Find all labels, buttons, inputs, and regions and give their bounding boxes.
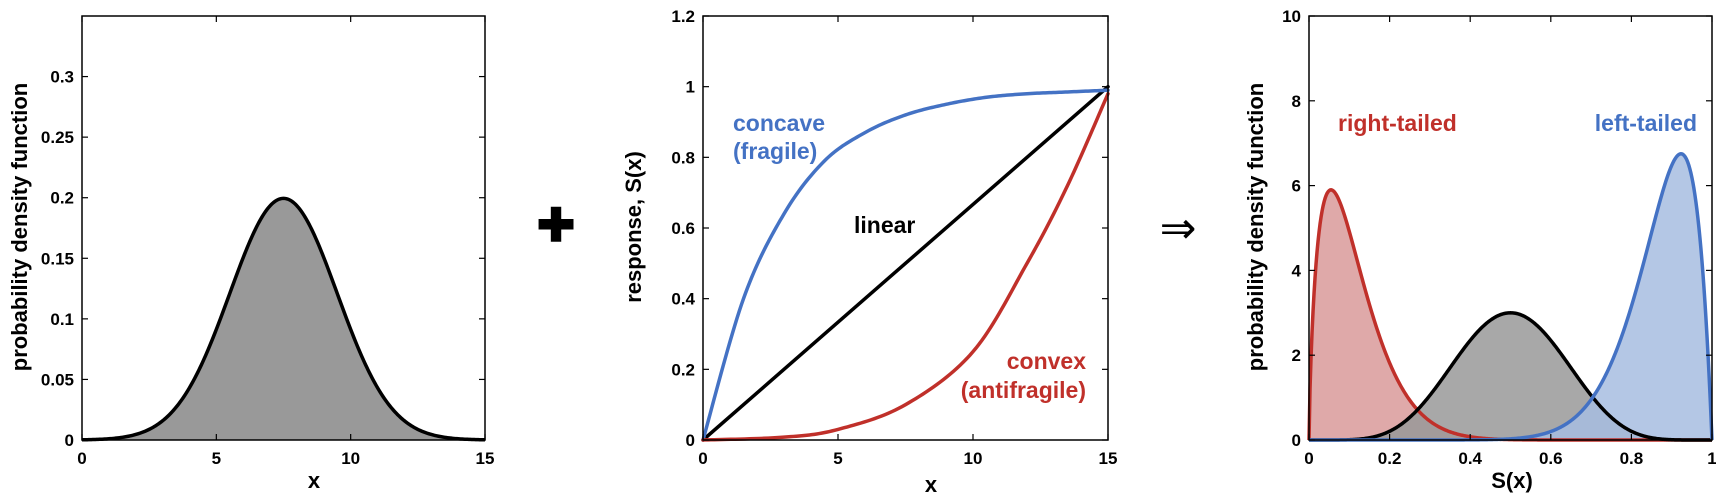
y-tick-label: 0.1 [50, 310, 74, 329]
response-curve-convex [701, 91, 1110, 442]
x-tick-label: 0 [698, 449, 707, 468]
y-tick-label: 0.3 [50, 68, 74, 87]
p2-y-axis-label: response, S(x) [621, 151, 646, 303]
x-tick-label: 10 [964, 449, 983, 468]
x-tick-label: 0.6 [1539, 449, 1563, 468]
plus-symbol: ✚ [537, 199, 576, 251]
x-tick-label: 10 [341, 449, 360, 468]
p3-density-area-symmetric [1309, 312, 1712, 440]
p3-y-axis-label: probability density function [1243, 83, 1268, 371]
p3-x-axis-label: S(x) [1491, 468, 1533, 493]
panel-response-function: 0 5 10 15 0 0.2 0.4 0.6 0.8 1 1.2 x response, S(x)… [621, 7, 1117, 497]
y-tick-label: 0.2 [50, 189, 74, 208]
annotation-left-tailed: left-tailed [1595, 110, 1697, 136]
y-tick-label: 0 [686, 431, 695, 450]
y-tick-label: 4 [1292, 261, 1302, 280]
annotation-right-tailed: right-tailed [1338, 110, 1457, 136]
annotation-antifragile: (antifragile) [961, 377, 1086, 403]
p1-lines [81, 196, 486, 442]
x-tick-label: 0 [77, 449, 86, 468]
p2-ticks: 0 5 10 15 0 0.2 0.4 0.6 0.8 1 1.2 [671, 7, 1117, 468]
y-tick-label: 0.15 [41, 249, 74, 268]
y-tick-label: 1.2 [671, 7, 695, 26]
y-tick-label: 0.2 [671, 360, 695, 379]
annotation-fragile: (fragile) [733, 138, 817, 164]
implies-symbol: ⇒ [1160, 203, 1197, 254]
y-tick-label: 2 [1292, 346, 1301, 365]
x-tick-label: 0.8 [1620, 449, 1644, 468]
y-tick-label: 0 [65, 431, 74, 450]
y-tick-label: 0.8 [671, 148, 695, 167]
p1-ticks: 0 5 10 15 0 0.05 0.1 0.15 0.2 0.25 0.3 [41, 16, 495, 468]
x-tick-label: 1 [1707, 449, 1716, 468]
response-curve-concave [701, 88, 1110, 442]
x-tick-label: 0.2 [1378, 449, 1402, 468]
x-tick-label: 0.4 [1458, 449, 1482, 468]
y-tick-label: 8 [1292, 92, 1301, 111]
x-tick-label: 5 [212, 449, 221, 468]
response-curve-linear [701, 84, 1110, 442]
y-tick-label: 0.25 [41, 128, 74, 147]
y-tick-label: 6 [1292, 177, 1301, 196]
y-tick-label: 0.4 [671, 290, 695, 309]
x-tick-label: 5 [833, 449, 842, 468]
p1-y-axis-label: probability density function [7, 83, 32, 371]
p3-density-area-right-tailed [1309, 189, 1712, 440]
x-tick-label: 15 [476, 449, 495, 468]
p1-density-curve [81, 196, 486, 442]
x-tick-label: 15 [1099, 449, 1118, 468]
p1-x-axis-label: x [308, 468, 321, 493]
y-tick-label: 0.05 [41, 370, 74, 389]
y-tick-label: 0.6 [671, 219, 695, 238]
panel-input-distribution: 0 5 10 15 0 0.05 0.1 0.15 0.2 0.25 0.3 x probabili… [7, 15, 495, 493]
p3-density-curve-symmetric [1309, 311, 1712, 442]
x-tick-label: 0 [1304, 449, 1313, 468]
p2-x-axis-label: x [925, 472, 938, 497]
y-tick-label: 1 [686, 78, 695, 97]
p1-axes-box [81, 15, 486, 441]
p3-density-area-left-tailed [1309, 153, 1712, 441]
y-tick-label: 0 [1292, 431, 1301, 450]
p3-fills [1309, 153, 1712, 441]
y-tick-label: 10 [1282, 7, 1301, 26]
annotation-convex: convex [1007, 348, 1086, 374]
annotation-linear: linear [854, 212, 915, 238]
p2-lines [701, 84, 1110, 442]
p1-fills [82, 198, 485, 440]
p3-axes-box [1308, 15, 1713, 441]
annotation-concave: concave [733, 110, 825, 136]
p1-density-area [82, 198, 485, 440]
